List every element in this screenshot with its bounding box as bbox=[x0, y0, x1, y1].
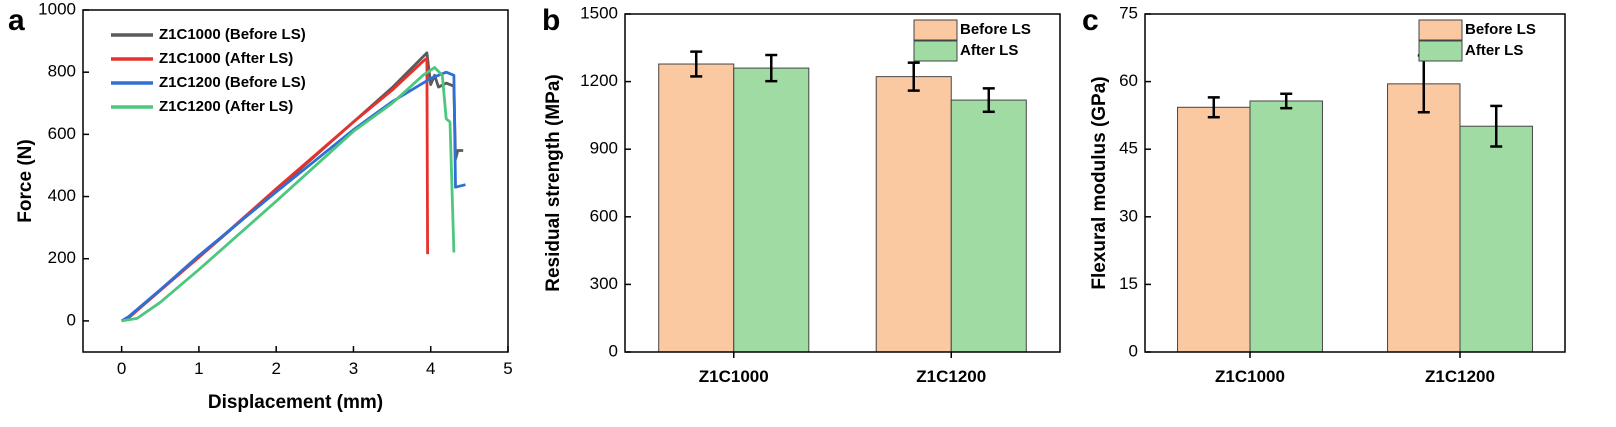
y-tick-label: 300 bbox=[590, 274, 618, 293]
legend-label-1: Before LS bbox=[960, 21, 1031, 38]
y-axis-title: Residual strength (MPa) bbox=[543, 74, 564, 291]
bar-before-ls-z1c1200 bbox=[875, 76, 952, 353]
y-tick-label: 30 bbox=[1119, 206, 1138, 225]
y-tick-label: 1000 bbox=[38, 0, 76, 18]
legend-label-2: Z1C1000 (After LS) bbox=[159, 50, 293, 67]
category-label: Z1C1200 bbox=[1425, 367, 1495, 386]
legend-label-2: After LS bbox=[960, 42, 1018, 59]
y-tick-label: 0 bbox=[1129, 341, 1138, 360]
y-tick-label: 600 bbox=[590, 206, 618, 225]
y-axis-title: Flexural modulus (GPa) bbox=[1089, 76, 1110, 289]
x-axis-title: Displacement (mm) bbox=[208, 392, 383, 413]
y-tick-label: 900 bbox=[590, 139, 618, 158]
legend-swatch-1 bbox=[1418, 19, 1463, 41]
bar-after-ls-z1c1000 bbox=[733, 67, 810, 353]
category-label: Z1C1000 bbox=[699, 367, 769, 386]
legend-label-1: Z1C1000 (Before LS) bbox=[159, 26, 306, 43]
panel-letter-a: a bbox=[8, 4, 25, 37]
bar-after-ls-z1c1000 bbox=[1249, 100, 1323, 353]
category-label: Z1C1200 bbox=[916, 367, 986, 386]
y-tick-label: 0 bbox=[609, 341, 618, 360]
bar-after-ls-z1c1200 bbox=[950, 99, 1027, 353]
x-tick-label: 4 bbox=[426, 359, 435, 378]
y-tick-label: 45 bbox=[1119, 139, 1138, 158]
panel-c-bar-chart: c Z1C1000 Z1C1200 Flexural modulus (GPa) 0 1… bbox=[1082, 3, 1566, 386]
x-tick-label: 5 bbox=[503, 359, 512, 378]
y-tick-label: 1500 bbox=[580, 3, 618, 22]
x-tick-label: 0 bbox=[117, 359, 126, 378]
legend-swatch-1 bbox=[913, 19, 958, 41]
bar-before-ls-z1c1000 bbox=[658, 63, 735, 353]
y-tick-label: 15 bbox=[1119, 274, 1138, 293]
panel-letter-b: b bbox=[542, 4, 560, 37]
x-tick-label: 2 bbox=[271, 359, 280, 378]
legend-label-3: Z1C1200 (Before LS) bbox=[159, 74, 306, 91]
series-line-4 bbox=[121, 66, 456, 323]
legend-swatch-2 bbox=[1418, 40, 1463, 62]
bar-before-ls-z1c1000 bbox=[1177, 106, 1251, 353]
y-tick-label: 60 bbox=[1119, 71, 1138, 90]
legend-swatch-2 bbox=[913, 40, 958, 62]
y-tick-label: 800 bbox=[48, 62, 76, 81]
panel-b-bar-chart: b Z1C1000 Z1C1200 Residual strength (MPa) 0… bbox=[542, 3, 1061, 386]
plot-frame bbox=[1144, 13, 1566, 353]
panel-a-line-chart: a Force (N) Displacement (mm) 0 200 400 600 80… bbox=[8, 0, 513, 413]
legend-label-4: Z1C1200 (After LS) bbox=[159, 98, 293, 115]
y-tick-label: 400 bbox=[48, 186, 76, 205]
y-tick-label: 0 bbox=[67, 310, 76, 329]
y-tick-label: 1200 bbox=[580, 71, 618, 90]
bar-after-ls-z1c1200 bbox=[1459, 125, 1533, 353]
category-label: Z1C1000 bbox=[1215, 367, 1285, 386]
x-tick-label: 3 bbox=[349, 359, 358, 378]
plot-frame bbox=[624, 13, 1061, 353]
x-tick-label: 1 bbox=[194, 359, 203, 378]
plot-frame bbox=[82, 9, 509, 353]
y-tick-label: 600 bbox=[48, 124, 76, 143]
y-tick-label: 75 bbox=[1119, 3, 1138, 22]
bar-before-ls-z1c1200 bbox=[1387, 83, 1461, 353]
legend-label-1: Before LS bbox=[1465, 21, 1536, 38]
panel-letter-c: c bbox=[1082, 4, 1099, 37]
y-tick-label: 200 bbox=[48, 248, 76, 267]
y-axis-title: Force (N) bbox=[15, 139, 36, 222]
legend-label-2: After LS bbox=[1465, 42, 1523, 59]
